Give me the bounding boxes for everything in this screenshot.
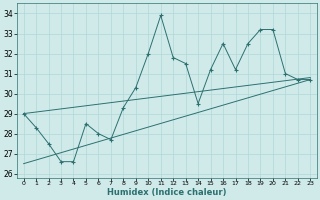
X-axis label: Humidex (Indice chaleur): Humidex (Indice chaleur) bbox=[107, 188, 227, 197]
